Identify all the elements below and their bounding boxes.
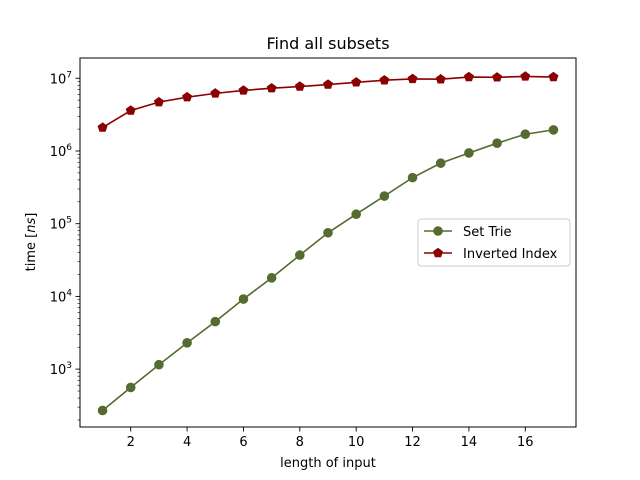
data-point-inverted-index [323, 79, 333, 89]
legend-label-set-trie: Set Trie [463, 225, 511, 240]
data-point-set-trie [238, 294, 249, 304]
y-axis-label-unit: ns [24, 218, 39, 233]
y-axis-label-prefix: time [ [24, 233, 39, 272]
legend-box [417, 218, 571, 267]
legend-marker-inverted-index [433, 247, 443, 258]
data-point-set-trie [351, 209, 361, 220]
data-point-inverted-index [435, 74, 446, 84]
data-point-inverted-index [266, 82, 277, 93]
data-point-set-trie [323, 227, 333, 238]
data-point-inverted-index [492, 72, 503, 82]
legend-entries: Set Trie Inverted Index [424, 225, 558, 262]
legend-label-inverted-index: Inverted Index [463, 247, 558, 262]
data-point-set-trie [435, 158, 446, 168]
y-axis: 103 104 105 106 107 [50, 70, 80, 421]
y-tick-label: 107 [50, 70, 72, 87]
data-point-inverted-index [210, 88, 221, 98]
x-tick-label: 12 [404, 435, 421, 450]
x-tick-label: 4 [183, 435, 191, 450]
y-axis-label-suffix: ] [24, 213, 39, 218]
x-axis-label: length of input [280, 456, 376, 471]
y-tick-label: 103 [50, 361, 72, 378]
y-tick-label: 106 [50, 143, 73, 160]
series-layer [97, 71, 559, 416]
data-point-inverted-index [351, 77, 362, 87]
data-point-set-trie [464, 148, 474, 158]
data-point-inverted-index [182, 91, 193, 102]
y-tick-label: 105 [50, 216, 72, 233]
data-point-inverted-index [520, 71, 531, 81]
data-point-inverted-index [97, 122, 108, 132]
data-point-inverted-index [125, 105, 136, 115]
data-point-set-trie [492, 138, 502, 148]
x-tick-label: 16 [517, 435, 534, 450]
data-point-set-trie [379, 191, 390, 201]
y-axis-label: time [ns] [24, 213, 39, 272]
data-point-inverted-index [294, 81, 305, 91]
data-point-inverted-index [407, 73, 418, 84]
data-point-set-trie [97, 405, 108, 416]
x-axis: 2 4 6 8 10 12 14 16 [127, 427, 534, 450]
data-point-set-trie [520, 129, 531, 140]
data-point-inverted-index [153, 96, 164, 107]
series-inverted-index [97, 71, 559, 132]
data-point-set-trie [266, 273, 277, 283]
legend: Set Trie Inverted Index [417, 218, 571, 267]
data-point-set-trie [154, 359, 164, 370]
data-point-set-trie [210, 316, 221, 327]
x-tick-label: 8 [296, 435, 304, 450]
legend-marker-set-trie [433, 226, 443, 236]
y-tick-label: 104 [50, 288, 73, 305]
data-point-set-trie [125, 382, 136, 393]
data-point-set-trie [295, 250, 305, 260]
x-tick-label: 2 [127, 435, 135, 450]
legend-entry-inverted-index: Inverted Index [424, 247, 558, 262]
legend-entry-set-trie: Set Trie [424, 225, 511, 240]
data-point-set-trie [548, 125, 559, 135]
data-point-set-trie [182, 338, 192, 348]
data-point-inverted-index [548, 71, 559, 82]
x-tick-label: 10 [348, 435, 365, 450]
plot-frame [79, 57, 577, 428]
data-point-set-trie [407, 172, 418, 183]
x-tick-label: 14 [461, 435, 478, 450]
data-point-inverted-index [238, 85, 249, 95]
data-point-inverted-index [379, 75, 390, 85]
x-tick-label: 6 [239, 435, 247, 450]
chart-title: Find all subsets [266, 34, 389, 53]
series-set-trie [97, 125, 559, 416]
data-point-inverted-index [463, 71, 474, 82]
